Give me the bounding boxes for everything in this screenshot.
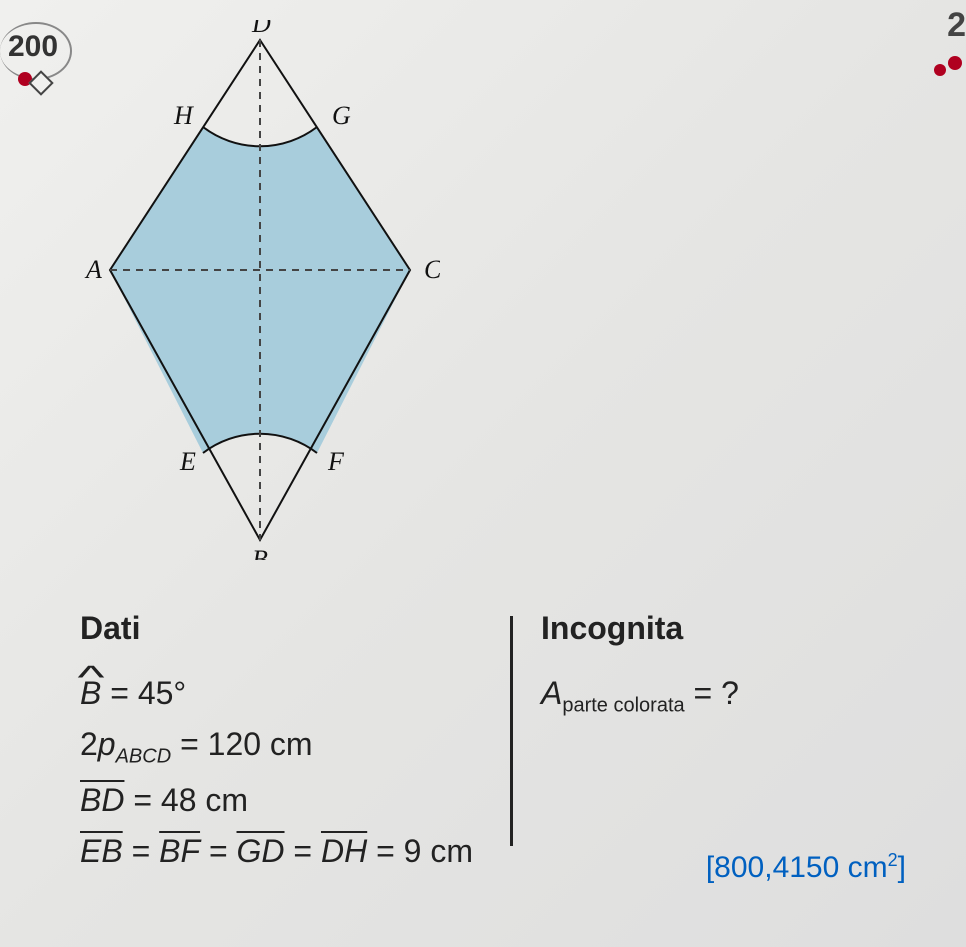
incog-sub: parte colorata bbox=[562, 694, 684, 716]
perim-sub: ABCD bbox=[116, 745, 172, 767]
incog-var: A bbox=[541, 675, 562, 711]
answer-text: [800,4150 cm2] bbox=[706, 850, 906, 885]
seg-GD: GD bbox=[237, 833, 285, 869]
corner-dot-icon bbox=[948, 56, 962, 70]
vertex-label-F: F bbox=[327, 447, 345, 476]
incognita-column: Incognita Aparte colorata = ? bbox=[513, 610, 739, 717]
vertex-label-A: A bbox=[84, 255, 102, 284]
seg-EB: EB bbox=[80, 833, 123, 869]
incog-val: ? bbox=[721, 675, 739, 711]
diag-line: BD = 48 cm bbox=[80, 782, 510, 819]
seg-BF: BF bbox=[159, 833, 200, 869]
answer-close: ] bbox=[898, 851, 906, 884]
answer-sup: 2 bbox=[888, 850, 898, 870]
segs-val: 9 cm bbox=[404, 833, 473, 869]
perim-prefix: 2 bbox=[80, 726, 98, 762]
page-corner-number: 2 bbox=[947, 6, 966, 45]
vertex-label-G: G bbox=[332, 101, 351, 130]
angle-line: B = 45° bbox=[80, 675, 510, 712]
perim-val: 120 cm bbox=[208, 726, 313, 762]
angle-val: 45° bbox=[138, 675, 186, 711]
diag-val: 48 cm bbox=[161, 782, 248, 818]
geometry-figure: D B A C H G E F bbox=[80, 20, 440, 560]
dati-heading: Dati bbox=[80, 610, 510, 647]
answer-main: [800,4150 cm bbox=[706, 851, 888, 884]
incognita-heading: Incognita bbox=[541, 610, 739, 647]
perimeter-line: 2pABCD = 120 cm bbox=[80, 726, 510, 768]
figure-svg: D B A C H G E F bbox=[80, 20, 440, 560]
seg-DH: DH bbox=[321, 833, 367, 869]
vertex-label-E: E bbox=[179, 447, 196, 476]
perim-var: p bbox=[98, 726, 116, 762]
angle-var: B bbox=[80, 675, 101, 712]
vertex-label-H: H bbox=[173, 101, 194, 130]
vertex-label-B: B bbox=[252, 545, 268, 560]
diag-seg: BD bbox=[80, 782, 124, 818]
vertex-label-D: D bbox=[251, 20, 271, 38]
vertex-label-C: C bbox=[424, 255, 440, 284]
incognita-line: Aparte colorata = ? bbox=[541, 675, 739, 717]
corner-dot-icon bbox=[934, 64, 946, 76]
data-block: Dati B = 45° 2pABCD = 120 cm BD = 48 cm … bbox=[80, 610, 880, 870]
dati-column: Dati B = 45° 2pABCD = 120 cm BD = 48 cm … bbox=[80, 610, 510, 870]
segs-line: EB = BF = GD = DH = 9 cm bbox=[80, 833, 510, 870]
problem-number: 200 bbox=[8, 30, 58, 64]
